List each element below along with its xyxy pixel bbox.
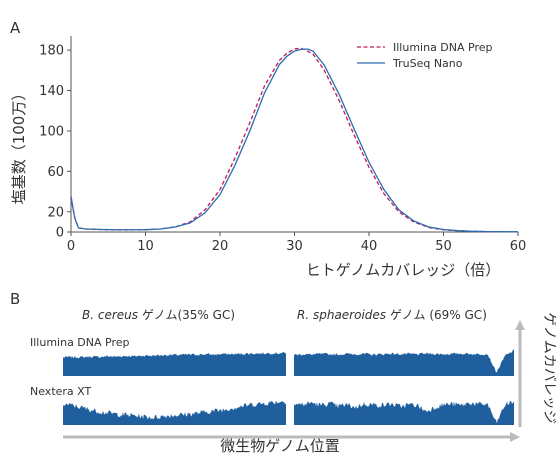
y-tick-label: 180	[39, 44, 64, 59]
column-title-r-sphaeroides-genome: ゲノム	[390, 308, 426, 322]
chart-a-legend: Illumina DNA Prep TruSeq Nano	[357, 41, 493, 70]
x-tick-label: 60	[510, 239, 527, 254]
series-line-0	[70, 47, 519, 233]
coverage-area-row1-col1	[294, 400, 514, 425]
coverage-area-row0-col0	[63, 351, 286, 376]
y-tick-label: 140	[39, 84, 64, 99]
x-tick-label: 10	[137, 239, 154, 254]
legend-label-0: Illumina DNA Prep	[393, 41, 493, 54]
coverage-line-chart: 0 10 20 30 40 50 60 0 20 60 100 140 180 塩基数（100万） ヒト…	[10, 36, 526, 279]
y-tick-label: 0	[56, 226, 64, 241]
y-tick-label: 20	[47, 205, 64, 220]
panel-a-label: A	[10, 19, 21, 37]
column-title-r-sphaeroides: R. sphaeroides ゲノム (69% GC)	[297, 308, 487, 322]
x-tick-label: 30	[286, 239, 303, 254]
chart-b-x-axis-label: 微生物ゲノム位置	[220, 437, 340, 455]
y-tick-label: 100	[39, 124, 64, 139]
legend-label-1: TruSeq Nano	[392, 57, 463, 70]
column-title-r-sphaeroides-gc: (69% GC)	[429, 308, 487, 322]
chart-a-y-axis-label: 塩基数（100万）	[10, 86, 28, 205]
column-title-b-cereus: B. cereus ゲノム(35% GC)	[82, 308, 235, 322]
coverage-profiles	[63, 349, 514, 425]
genome-coverage-chart: B. cereus ゲノム(35% GC) R. sphaeroides ゲノム…	[30, 308, 556, 455]
column-title-b-cereus-species: B. cereus	[82, 308, 138, 322]
chart-a-series	[70, 47, 519, 233]
panel-b-label: B	[10, 290, 20, 308]
x-tick-label: 50	[435, 239, 452, 254]
column-title-r-sphaeroides-species: R. sphaeroides	[297, 308, 386, 322]
y-axis-arrowhead	[515, 320, 525, 330]
x-tick-label: 20	[212, 239, 229, 254]
column-title-b-cereus-genome: ゲノム	[142, 308, 178, 322]
x-axis-arrowhead	[510, 432, 520, 442]
series-line-1	[70, 48, 519, 233]
x-tick-label: 0	[67, 239, 75, 254]
coverage-area-row1-col0	[63, 400, 286, 425]
x-tick-label: 40	[361, 239, 378, 254]
coverage-area-row0-col1	[294, 349, 514, 376]
column-title-b-cereus-gc: (35% GC)	[177, 308, 235, 322]
y-tick-label: 60	[47, 165, 64, 180]
row-label-nextera: Nextera XT	[30, 385, 91, 398]
chart-a-x-axis-label: ヒトゲノムカバレッジ（倍）	[306, 261, 501, 279]
chart-a-ticks: 0 10 20 30 40 50 60 0 20 60 100 140 180	[39, 44, 526, 254]
chart-b-y-axis-label: ゲノムカバレッジ	[541, 312, 556, 424]
axis-arrows	[63, 320, 525, 442]
row-label-illumina: Illumina DNA Prep	[30, 336, 130, 349]
